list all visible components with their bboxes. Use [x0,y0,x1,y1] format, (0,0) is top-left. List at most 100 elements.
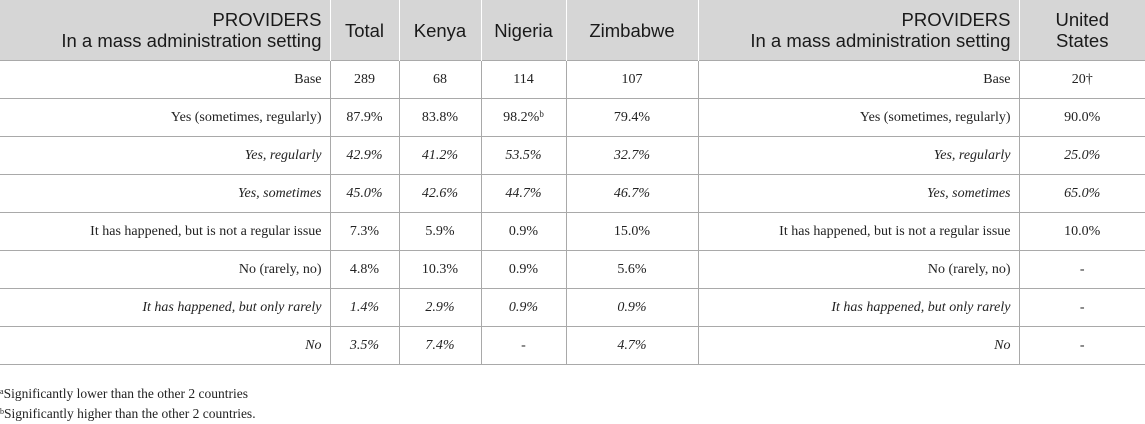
cell-nigeria-superscript: b [539,108,544,119]
cell-nigeria-value: 0.9% [508,223,539,239]
row-us-label-value: No (rarely, no) [927,261,1011,277]
row-label: Base [0,60,331,99]
cell-total: 7.3% [330,212,400,251]
cell-zimbabwe: 46.7% [566,174,699,213]
cell-kenya: 10.3% [399,250,482,289]
cell-kenya: 41.2% [399,136,482,175]
row-label-value: Yes, sometimes [238,185,322,201]
header-us-line2: States [1056,30,1109,51]
cell-kenya: 5.9% [399,212,482,251]
row-us-label-value: Yes, sometimes [927,185,1011,201]
header-zimbabwe: Zimbabwe [566,0,699,61]
cell-total-value: 42.9% [346,147,383,163]
cell-nigeria: 44.7% [481,174,567,213]
cell-united-states: 25.0% [1019,136,1145,175]
cell-united-states: 90.0% [1019,98,1145,137]
cell-zimbabwe-value: 107 [621,71,643,87]
row-us-label-value: It has happened, but is not a regular is… [779,223,1011,239]
cell-kenya-value: 5.9% [425,223,455,239]
header-total: Total [330,0,400,61]
cell-united-states-value: 90.0% [1064,109,1101,125]
cell-united-states: 20† [1019,60,1145,99]
cell-kenya-value: 41.2% [421,147,459,163]
cell-total: 42.9% [330,136,400,175]
row-us-label: No (rarely, no) [698,250,1020,289]
cell-kenya-value: 10.3% [421,261,459,277]
cell-total: 45.0% [330,174,400,213]
cell-united-states-value: 65.0% [1064,185,1101,201]
cell-zimbabwe-value: 79.4% [613,109,651,125]
cell-kenya-value: 7.4% [425,337,455,353]
cell-nigeria-value: - [521,337,526,353]
cell-kenya-value: 42.6% [421,185,459,201]
row-label-value: It has happened, but only rarely [142,299,322,315]
cell-united-states-value: - [1079,299,1085,315]
cell-nigeria: 53.5% [481,136,567,175]
row-us-label: Base [698,60,1020,99]
footnote-b: bSignificantly higher than the other 2 c… [0,406,256,422]
cell-united-states-value: - [1079,261,1085,277]
table-row: Base 289 68 114 107 Base 20† [0,60,1145,99]
cell-kenya: 42.6% [399,174,482,213]
cell-zimbabwe: 4.7% [566,326,699,365]
cell-united-states: 10.0% [1019,212,1145,251]
header-nigeria: Nigeria [481,0,567,61]
header-providers-line2: In a mass administration setting [61,30,322,51]
footnote-b-text: Significantly higher than the other 2 co… [4,406,256,421]
cell-nigeria: 98.2%b [481,98,567,137]
cell-nigeria: 0.9% [481,250,567,289]
cell-united-states: - [1019,326,1145,365]
table-row: It has happened, but is not a regular is… [0,212,1145,251]
cell-united-states-value: 25.0% [1064,147,1101,163]
table-row: Yes, regularly 42.9% 41.2% 53.5% 32.7% Yes, r… [0,136,1145,175]
table-row: Yes, sometimes 45.0% 42.6% 44.7% 46.7% Yes, s… [0,174,1145,213]
cell-total-value: 7.3% [349,223,380,239]
row-us-label-value: Yes, regularly [933,147,1011,163]
header-row: PROVIDERS In a mass administration setti… [0,0,1145,61]
row-us-label: It has happened, but only rarely [698,288,1020,327]
cell-nigeria-value: 53.5% [505,147,542,163]
row-label-value: Base [294,71,322,87]
footnote-a-text: Significantly lower than the other 2 cou… [3,386,248,401]
cell-united-states: - [1019,288,1145,327]
cell-total: 4.8% [330,250,400,289]
table-row: No (rarely, no) 4.8% 10.3% 0.9% 5.6% No (rare… [0,250,1145,289]
cell-zimbabwe-value: 5.6% [617,261,647,277]
cell-kenya-value: 83.8% [421,109,459,125]
row-label-value: No [305,337,322,353]
cell-zimbabwe: 5.6% [566,250,699,289]
cell-total: 87.9% [330,98,400,137]
cell-nigeria: 0.9% [481,212,567,251]
row-us-label-value: No [994,337,1011,353]
cell-united-states-value: 10.0% [1064,223,1101,239]
row-label: No (rarely, no) [0,250,331,289]
row-label: Yes, regularly [0,136,331,175]
table-body: Base 289 68 114 107 Base 20† Yes (sometimes, re… [0,60,1145,365]
cell-zimbabwe-value: 32.7% [613,147,651,163]
header-us-providers-line2: In a mass administration setting [750,30,1011,51]
cell-zimbabwe: 0.9% [566,288,699,327]
cell-nigeria-value: 98.2% [503,109,540,125]
cell-kenya: 2.9% [399,288,482,327]
cell-kenya-value: 68 [433,71,447,87]
cell-total-value: 87.9% [346,109,383,125]
cell-zimbabwe: 79.4% [566,98,699,137]
cell-nigeria-value: 44.7% [505,185,542,201]
row-us-label-value: It has happened, but only rarely [831,299,1011,315]
cell-total-value: 45.0% [346,185,383,201]
header-kenya: Kenya [399,0,482,61]
cell-zimbabwe: 32.7% [566,136,699,175]
header-united-states: United States [1019,0,1145,61]
row-us-label: It has happened, but is not a regular is… [698,212,1020,251]
table-row: Yes (sometimes, regularly) 87.9% 83.8% 98.2… [0,98,1145,137]
header-providers-line1: PROVIDERS [212,9,322,30]
cell-united-states-value: 20† [1071,71,1093,87]
row-label-value: Yes, regularly [244,147,322,163]
row-label-value: It has happened, but is not a regular is… [90,223,322,239]
row-label: It has happened, but is not a regular is… [0,212,331,251]
cell-nigeria-value: 114 [513,71,534,87]
table-row: It has happened, but only rarely 1.4% 2.9%… [0,288,1145,327]
header-us-providers-line1: PROVIDERS [901,9,1011,30]
cell-zimbabwe-value: 4.7% [617,337,647,353]
cell-total: 289 [330,60,400,99]
